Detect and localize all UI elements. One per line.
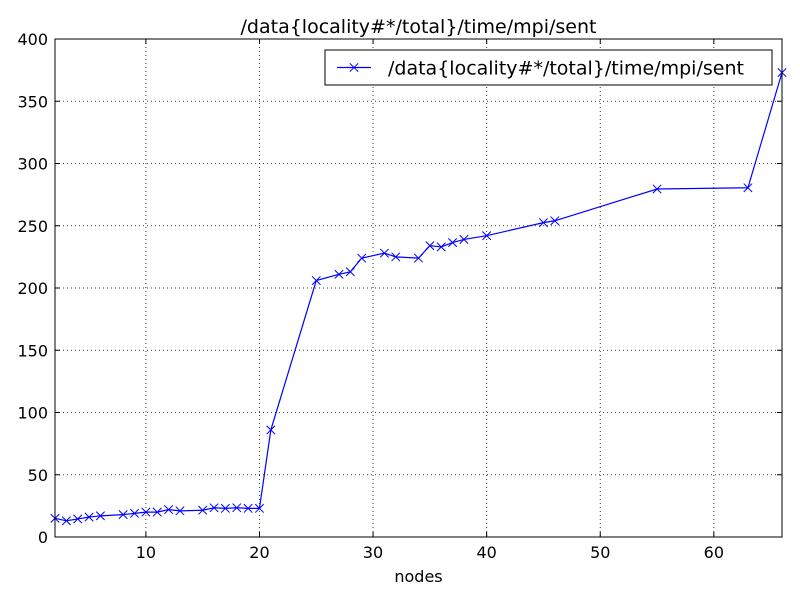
marker-stroke [538,218,549,228]
marker-stroke [482,231,492,241]
data-point [538,218,549,228]
data-point [743,183,753,193]
data-point [448,238,458,248]
x-tick-label: 20 [249,543,269,562]
data-point [459,234,469,244]
marker-stroke [349,62,359,73]
marker-stroke [232,503,242,513]
data-point [357,253,367,263]
series-markers [50,68,787,526]
plot-frame [54,38,783,538]
legend-marker-x [349,62,359,73]
data-point [413,253,424,263]
marker-stroke [209,503,219,513]
y-tick-label: 250 [17,217,48,236]
legend-box [324,49,773,86]
marker-stroke [198,505,208,515]
data-point [209,503,219,513]
data-point [311,275,321,286]
y-tick-label: 300 [17,155,48,174]
marker-stroke [129,508,140,518]
marker-stroke [357,253,367,263]
data-point [550,216,560,226]
marker-stroke [436,242,446,252]
marker-stroke [425,241,435,251]
marker-stroke [345,267,355,277]
marker-stroke [311,275,321,286]
series-layer [50,68,787,526]
data-point [220,503,230,513]
marker-stroke [334,269,344,279]
marker-stroke [164,505,174,515]
data-point [425,241,435,251]
y-tick-label: 350 [17,92,48,111]
x-tick-label: 30 [363,543,383,562]
marker-stroke [118,510,128,520]
grid-lines [55,39,782,537]
data-point [266,425,276,435]
y-tick-label: 200 [17,279,48,298]
chart-title: /data{locality#*/total}/time/mpi/sent [241,16,597,38]
x-tick-label: 50 [590,543,610,562]
legend-label: /data{locality#*/total}/time/mpi/sent [388,58,744,80]
x-tick-label: 60 [704,543,724,562]
legend-marker [349,62,359,73]
legend: /data{locality#*/total}/time/mpi/sent [324,49,773,86]
marker-stroke [266,425,276,435]
data-point [84,512,94,522]
axis-ticks [55,38,782,538]
data-point [379,248,389,258]
data-point [152,507,162,517]
data-point [334,269,344,279]
y-tick-label: 150 [17,341,48,360]
data-point [61,516,71,526]
y-tick-label: 50 [28,466,48,485]
data-point [482,231,492,241]
data-point [175,506,185,516]
data-point [345,267,355,277]
marker-stroke [413,253,424,263]
marker-stroke [73,514,83,524]
marker-stroke [391,252,401,262]
x-tick-label: 40 [476,543,496,562]
data-point [164,505,174,515]
marker-stroke [95,511,105,521]
data-point [243,503,253,513]
x-axis-label: nodes [394,567,442,586]
y-tick-label: 100 [17,404,48,423]
data-point [436,242,446,252]
data-point [141,507,151,517]
data-point [232,503,242,513]
marker-stroke [379,248,389,258]
y-tick-label: 0 [38,528,48,547]
data-point [118,510,128,520]
marker-stroke [152,507,162,517]
data-point [95,511,105,521]
y-tick-labels: 0 50 100 150 200 250 300 350 400 [17,30,48,547]
data-point [198,505,208,515]
marker-stroke [743,183,753,193]
marker-stroke [243,503,253,513]
x-tick-labels: 10 20 30 40 50 60 [136,543,724,562]
marker-stroke [652,184,662,194]
x-tick-label: 10 [136,543,156,562]
marker-stroke [220,503,230,513]
data-point [652,184,662,194]
y-tick-label: 400 [17,30,48,49]
marker-stroke [459,234,469,244]
data-point [391,252,401,262]
marker-stroke [61,516,71,526]
data-point [129,508,140,518]
marker-stroke [84,512,94,522]
data-point [73,514,83,524]
marker-stroke [550,216,560,226]
marker-stroke [448,238,458,248]
marker-stroke [175,506,185,516]
marker-stroke [141,507,151,517]
marker-stroke [254,503,265,513]
data-point [254,503,265,513]
